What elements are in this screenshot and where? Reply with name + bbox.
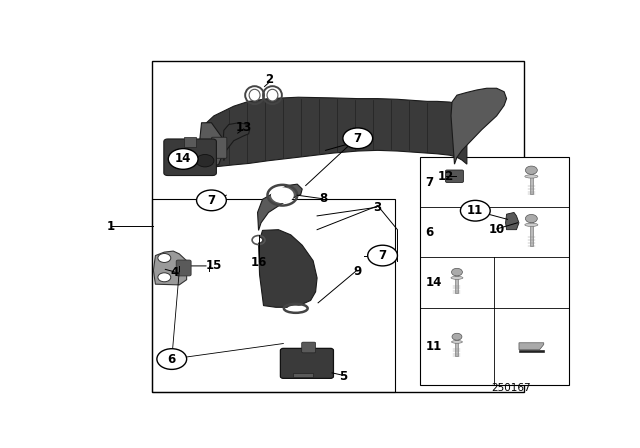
Circle shape: [525, 166, 538, 174]
Text: 12: 12: [437, 170, 454, 183]
Circle shape: [367, 245, 397, 266]
Polygon shape: [257, 184, 302, 230]
Polygon shape: [223, 123, 250, 161]
Text: 3: 3: [374, 201, 381, 214]
Bar: [152, 198, 395, 392]
Text: 11: 11: [426, 340, 442, 353]
Circle shape: [196, 155, 214, 167]
Text: 11: 11: [467, 204, 483, 217]
Bar: [456, 272, 458, 293]
Circle shape: [460, 200, 490, 221]
Ellipse shape: [525, 223, 538, 226]
Ellipse shape: [267, 89, 278, 101]
FancyBboxPatch shape: [211, 137, 227, 158]
FancyBboxPatch shape: [164, 139, 216, 176]
Bar: [420, 157, 568, 385]
Bar: [530, 170, 533, 194]
Text: 7: 7: [426, 176, 434, 189]
Ellipse shape: [249, 89, 260, 101]
Text: 13: 13: [236, 121, 252, 134]
Text: 1: 1: [107, 220, 115, 233]
Text: 10: 10: [488, 223, 505, 236]
Text: 4: 4: [170, 266, 179, 279]
Polygon shape: [199, 123, 224, 168]
FancyBboxPatch shape: [176, 260, 191, 276]
Text: 7: 7: [378, 249, 387, 262]
Text: 14: 14: [175, 152, 191, 165]
Text: 5: 5: [339, 370, 347, 383]
Text: 9: 9: [354, 265, 362, 278]
Circle shape: [343, 128, 372, 149]
Circle shape: [196, 190, 227, 211]
FancyBboxPatch shape: [301, 342, 316, 353]
Ellipse shape: [287, 306, 304, 311]
Circle shape: [158, 273, 171, 282]
Text: 14: 14: [426, 276, 442, 289]
Ellipse shape: [451, 276, 463, 280]
Circle shape: [452, 333, 462, 340]
Text: 7: 7: [207, 194, 216, 207]
FancyBboxPatch shape: [445, 170, 463, 182]
Polygon shape: [506, 212, 519, 230]
Text: 16: 16: [250, 256, 267, 269]
Text: 6: 6: [426, 226, 434, 239]
Ellipse shape: [525, 175, 538, 178]
Bar: [184, 137, 196, 147]
Circle shape: [157, 349, 187, 370]
Polygon shape: [519, 343, 544, 350]
Polygon shape: [202, 97, 467, 168]
Ellipse shape: [271, 187, 294, 203]
Text: 2: 2: [266, 73, 273, 86]
Bar: [152, 60, 524, 392]
Bar: [519, 350, 544, 353]
Text: 250167: 250167: [492, 383, 531, 393]
Text: 15: 15: [205, 259, 222, 272]
Circle shape: [451, 268, 463, 276]
Bar: [293, 373, 313, 377]
Polygon shape: [451, 88, 507, 164]
Polygon shape: [154, 251, 187, 285]
Bar: [530, 219, 533, 246]
Circle shape: [525, 215, 538, 223]
Circle shape: [168, 149, 198, 169]
Ellipse shape: [255, 237, 262, 242]
Polygon shape: [259, 230, 317, 307]
Bar: [456, 337, 458, 356]
Ellipse shape: [451, 340, 463, 343]
FancyBboxPatch shape: [280, 349, 333, 379]
Text: 7: 7: [354, 132, 362, 145]
Text: 8: 8: [319, 192, 327, 205]
Circle shape: [158, 254, 171, 263]
Text: 6: 6: [168, 353, 176, 366]
